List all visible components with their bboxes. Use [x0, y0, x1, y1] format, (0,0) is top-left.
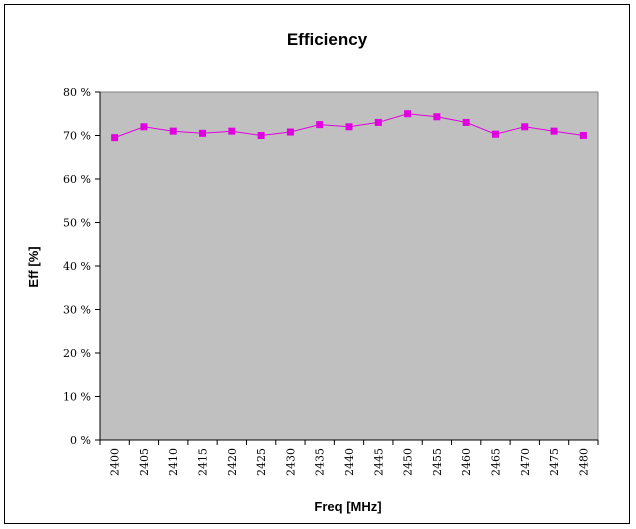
y-axis: 0 % 10 % 20 % 30 % 40 % 50 % 60 % 70 % 80 %	[63, 86, 101, 447]
x-tick-label: 2455	[431, 448, 444, 476]
x-axis: 2400 2405 2410 2415 2420 2425 2430 2435 2440 2445…	[99, 439, 599, 476]
x-tick-label: 2450	[402, 448, 415, 476]
y-tick-label: 70 %	[63, 130, 91, 143]
x-tick-label: 2400	[109, 448, 122, 476]
data-point	[462, 118, 470, 126]
data-point	[521, 123, 529, 131]
data-point	[111, 134, 119, 142]
x-tick-label: 2460	[460, 448, 473, 476]
x-tick-label: 2415	[197, 448, 210, 476]
y-tick-label: 30 %	[63, 304, 91, 317]
series-efficiency	[111, 110, 587, 142]
y-tick-label: 40 %	[63, 260, 91, 273]
data-point	[579, 132, 587, 139]
y-axis-title: Eff [%]	[26, 246, 41, 287]
data-point	[228, 127, 236, 135]
data-point	[140, 123, 148, 131]
data-point	[169, 127, 177, 135]
data-point	[316, 121, 324, 129]
x-tick-label: 2405	[138, 448, 151, 476]
y-tick-label: 80 %	[63, 86, 91, 99]
y-tick-label: 50 %	[63, 217, 91, 230]
x-tick-label: 2410	[167, 448, 180, 476]
x-axis-title: Freq [MHz]	[314, 499, 381, 514]
x-tick-label: 2425	[255, 448, 268, 476]
x-tick-label: 2475	[548, 448, 561, 476]
x-tick-label: 2420	[226, 448, 239, 476]
x-tick-label: 2480	[577, 448, 590, 476]
x-tick-label: 2445	[372, 448, 385, 476]
data-point	[199, 129, 207, 137]
x-tick-label: 2470	[519, 448, 532, 476]
data-point	[433, 113, 441, 121]
x-tick-label: 2435	[314, 448, 327, 476]
data-point	[491, 130, 499, 138]
data-point	[404, 110, 412, 118]
y-tick-label: 0 %	[70, 434, 91, 447]
data-point	[286, 128, 294, 136]
x-tick-label: 2430	[284, 448, 297, 476]
data-point	[345, 123, 353, 131]
chart-title: Efficiency	[287, 30, 368, 49]
y-tick-label: 20 %	[63, 347, 91, 360]
data-point	[374, 118, 382, 126]
data-point	[257, 132, 265, 139]
plot-area	[99, 91, 599, 441]
x-tick-label: 2440	[343, 448, 356, 476]
y-tick-label: 60 %	[63, 173, 91, 186]
x-tick-label: 2465	[489, 448, 502, 476]
data-point	[550, 127, 558, 135]
y-tick-label: 10 %	[63, 391, 91, 404]
